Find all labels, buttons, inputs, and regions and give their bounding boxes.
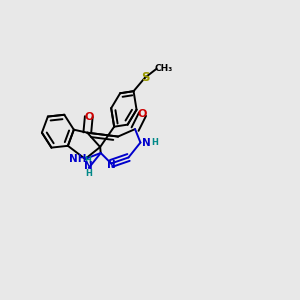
Text: CH₃: CH₃ <box>154 64 172 73</box>
Text: S: S <box>141 71 149 84</box>
Text: NH: NH <box>69 154 86 164</box>
Text: N: N <box>142 137 151 148</box>
Text: N: N <box>107 160 116 170</box>
Text: N: N <box>84 161 93 171</box>
Text: O: O <box>84 112 94 122</box>
Text: H: H <box>85 169 92 178</box>
Text: H: H <box>151 138 158 147</box>
Text: H: H <box>84 156 91 165</box>
Text: O: O <box>138 109 147 119</box>
